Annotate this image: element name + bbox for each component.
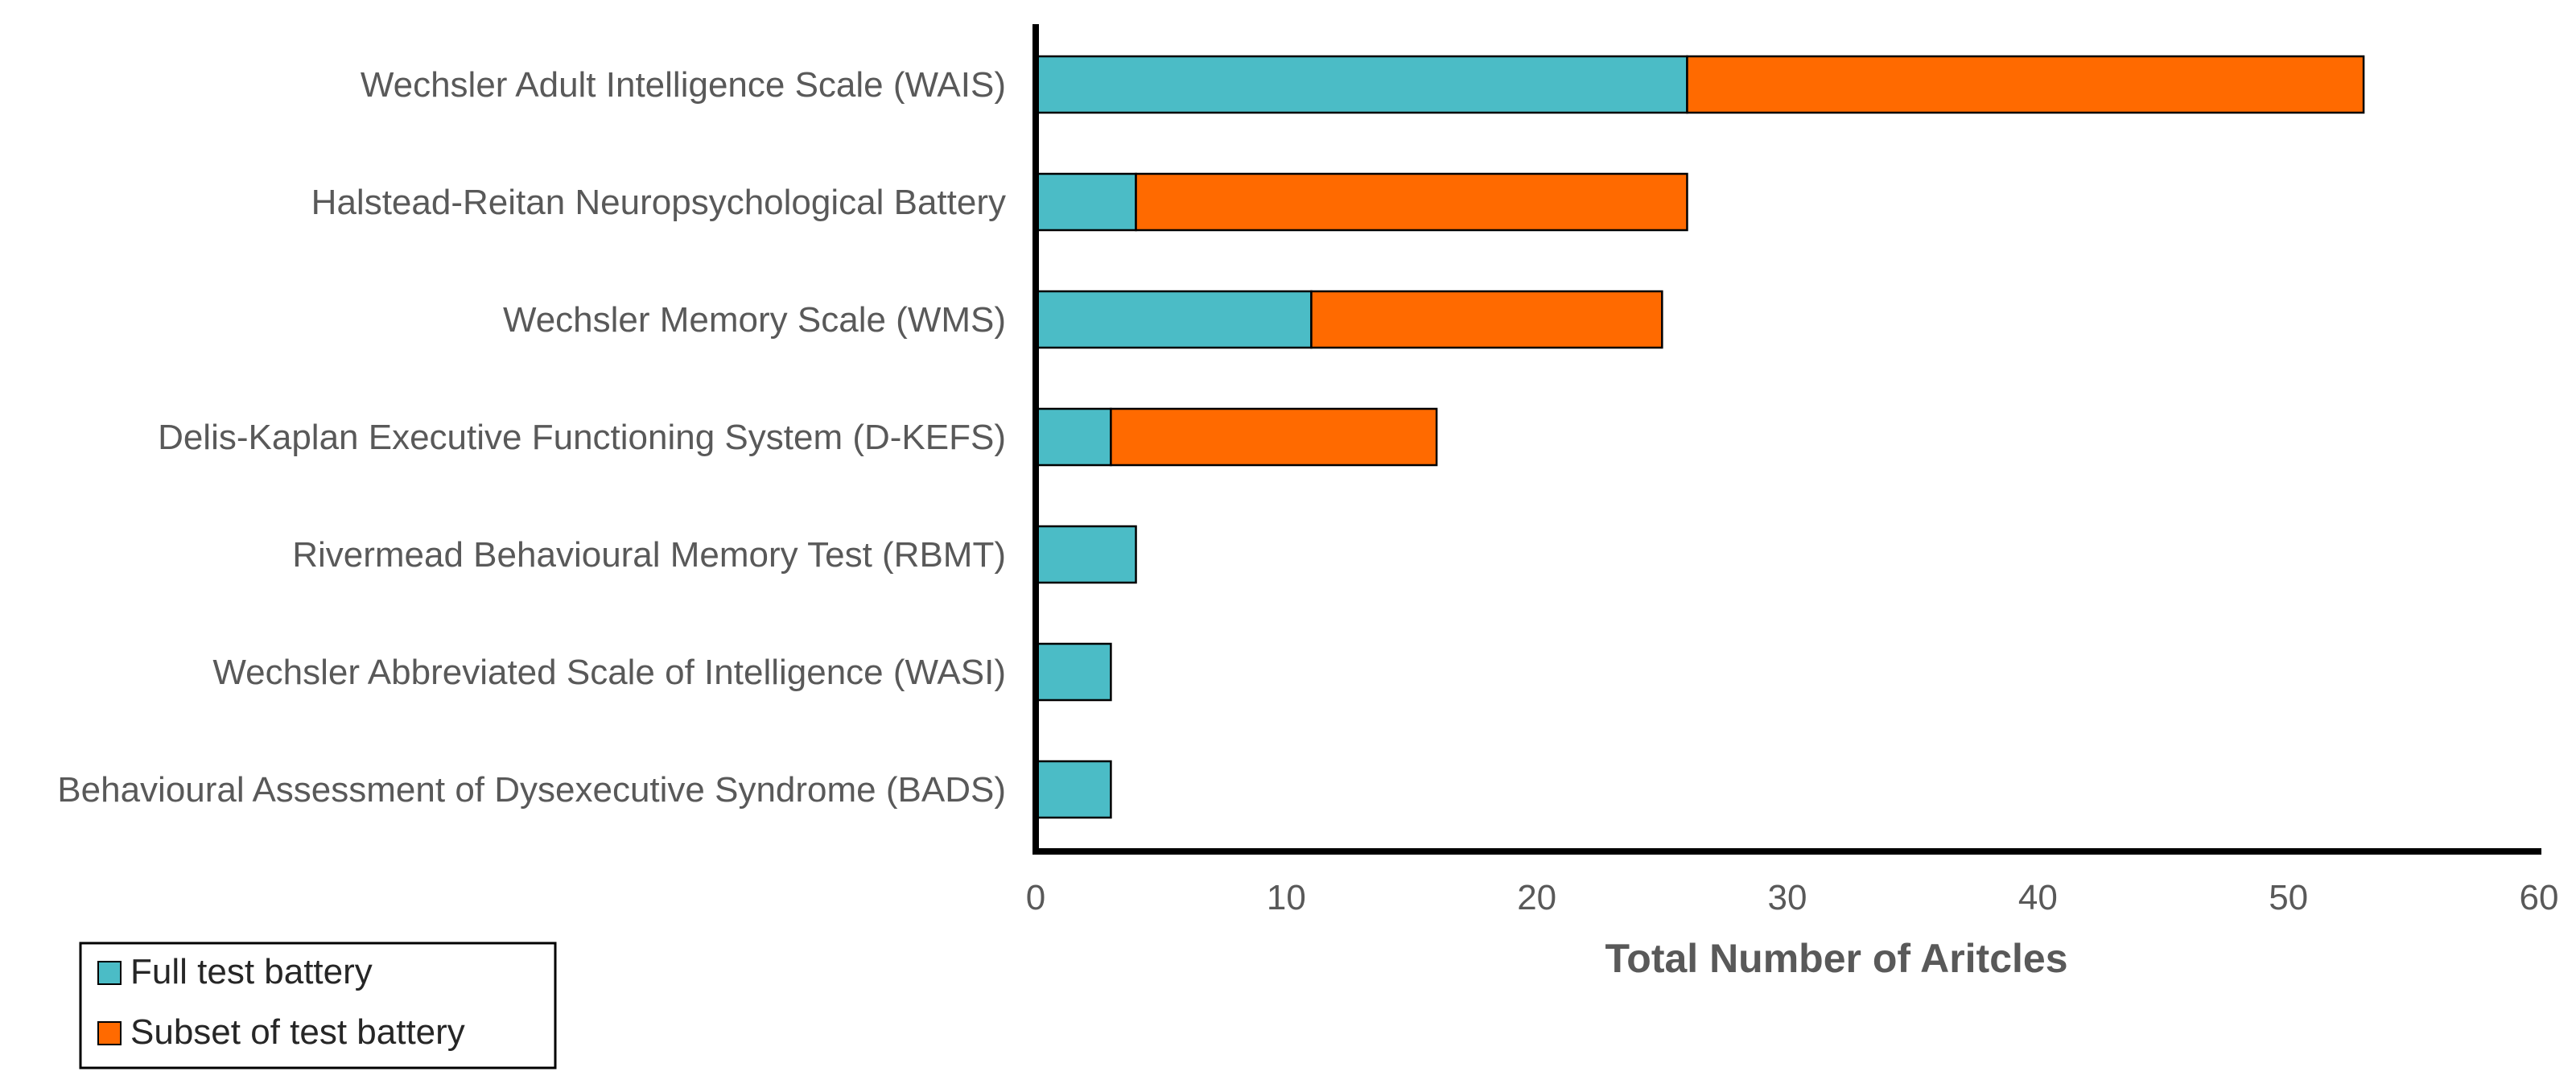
x-tick-label-10: 10	[1267, 878, 1306, 917]
category-label-rivermead-behavioural-memory-test-rbmt: Rivermead Behavioural Memory Test (RBMT)	[292, 535, 1006, 575]
x-tick-label-50: 50	[2269, 878, 2308, 917]
x-tick-label-30: 30	[1768, 878, 1807, 917]
bar-subset-of-test-battery-wechsler-adult-intelligence-scale-wais	[1686, 55, 2365, 114]
bar-full-test-battery-wechsler-memory-scale-wms	[1034, 290, 1313, 349]
legend-label-full-test-battery: Full test battery	[130, 952, 373, 991]
bar-full-test-battery-delis-kaplan-executive-functioning-system-d-kefs	[1034, 407, 1112, 467]
category-labels: Wechsler Adult Intelligence Scale (WAIS)…	[57, 65, 1006, 810]
bar-subset-of-test-battery-delis-kaplan-executive-functioning-system-d-kefs	[1110, 407, 1438, 467]
bar-subset-of-test-battery-wechsler-memory-scale-wms	[1310, 290, 1663, 349]
legend-box	[79, 942, 557, 1069]
category-label-wechsler-abbreviated-scale-of-intelligence-wasi: Wechsler Abbreviated Scale of Intelligen…	[212, 653, 1006, 692]
bar-full-test-battery-wechsler-adult-intelligence-scale-wais	[1034, 55, 1688, 114]
x-tick-label-40: 40	[2018, 878, 2058, 917]
legend-swatch-full-test-battery	[97, 961, 122, 985]
x-tick-label-0: 0	[1026, 878, 1045, 917]
bar-subset-of-test-battery-halstead-reitan-neuropsychological-battery	[1135, 172, 1688, 232]
x-tick-label-60: 60	[2520, 878, 2559, 917]
bar-full-test-battery-halstead-reitan-neuropsychological-battery	[1034, 172, 1137, 232]
category-label-wechsler-adult-intelligence-scale-wais: Wechsler Adult Intelligence Scale (WAIS)	[361, 65, 1006, 105]
bar-full-test-battery-behavioural-assessment-of-dysexecutive-syndrome-bads	[1034, 760, 1112, 819]
category-label-wechsler-memory-scale-wms: Wechsler Memory Scale (WMS)	[503, 300, 1006, 340]
x-axis-ticks: 0 10 20 30 40 50 60	[1026, 878, 2559, 917]
category-label-delis-kaplan-executive-functioning-system-d-kefs: Delis-Kaplan Executive Functioning Syste…	[158, 418, 1006, 457]
bar-full-test-battery-wechsler-abbreviated-scale-of-intelligence-wasi	[1034, 642, 1112, 702]
x-axis-title: Total Number of Aritcles	[1605, 936, 2067, 981]
legend-label-subset-of-test-battery: Subset of test battery	[130, 1012, 465, 1052]
legend-swatch-subset-of-test-battery	[97, 1021, 122, 1045]
x-tick-label-20: 20	[1517, 878, 1556, 917]
category-label-halstead-reitan-neuropsychological-battery: Halstead-Reitan Neuropsychological Batte…	[311, 183, 1006, 222]
bars-group	[1034, 55, 2365, 819]
category-label-behavioural-assessment-of-dysexecutive-syndrome-bads: Behavioural Assessment of Dysexecutive S…	[57, 770, 1006, 810]
legend: Full test battery Subset of test battery	[79, 942, 557, 1069]
bar-full-test-battery-rivermead-behavioural-memory-test-rbmt	[1034, 525, 1137, 584]
